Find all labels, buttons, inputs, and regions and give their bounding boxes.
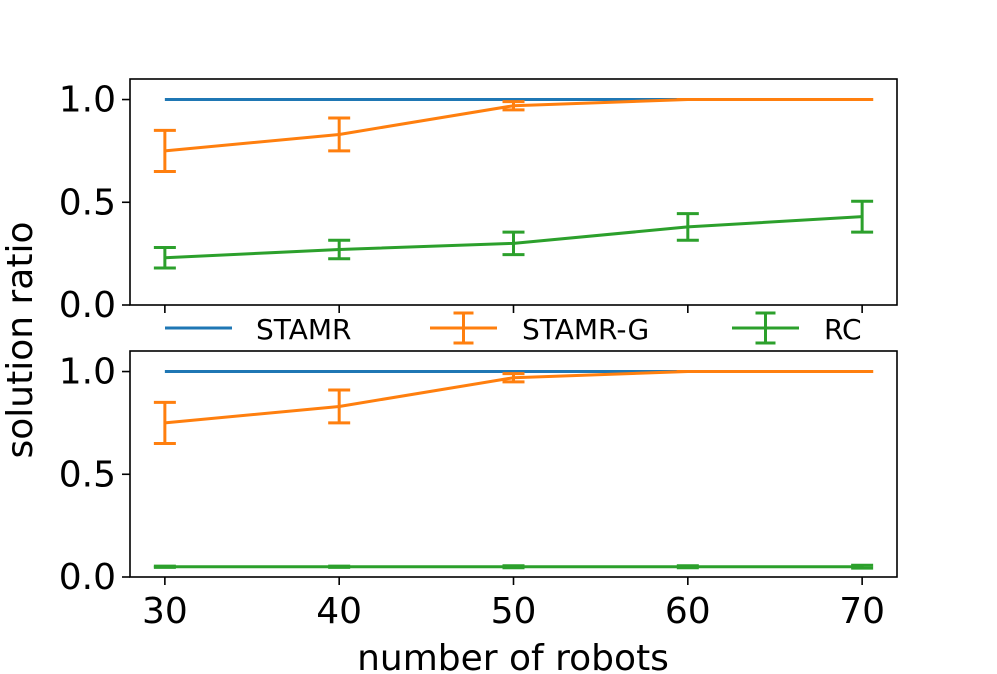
xtick-label-60: 60	[665, 591, 711, 632]
y-axis-label: solution ratio	[0, 221, 41, 458]
xtick-label-30: 30	[142, 591, 188, 632]
xtick-label-70: 70	[839, 591, 885, 632]
legend-item-stamr: STAMR	[165, 313, 351, 346]
legend-label-stamr-g: STAMR-G	[522, 313, 649, 346]
top-ytick-label-1-0: 1.0	[59, 80, 116, 121]
top-ytick-label-0-5: 0.5	[59, 182, 116, 223]
legend-item-stamr-g: STAMR-G	[430, 311, 649, 346]
bottom-ytick-label-1-0: 1.0	[59, 352, 116, 393]
bottom-panel-marks: 0.0 0.5 1.0 30 40 50 60 70	[59, 352, 885, 632]
top-ytick-label-0-0: 0.0	[59, 285, 116, 326]
top-panel: 0.0 0.5 1.0	[59, 78, 898, 326]
legend-label-stamr: STAMR	[256, 313, 351, 346]
legend: STAMR STAMR-G RC	[165, 311, 862, 346]
bottom-ytick-label-0-5: 0.5	[59, 454, 116, 495]
top-panel-marks: 0.0 0.5 1.0	[59, 80, 874, 326]
x-axis-label: number of robots	[357, 638, 669, 674]
legend-item-rc: RC	[732, 311, 862, 346]
legend-label-rc: RC	[824, 313, 862, 346]
bottom-panel-frame	[129, 350, 898, 578]
bottom-ytick-label-0-0: 0.0	[59, 557, 116, 598]
xtick-label-40: 40	[316, 591, 362, 632]
bottom-panel: 0.0 0.5 1.0 30 40 50 60 70	[59, 350, 898, 632]
top-panel-frame	[129, 78, 898, 306]
xtick-label-50: 50	[491, 591, 537, 632]
